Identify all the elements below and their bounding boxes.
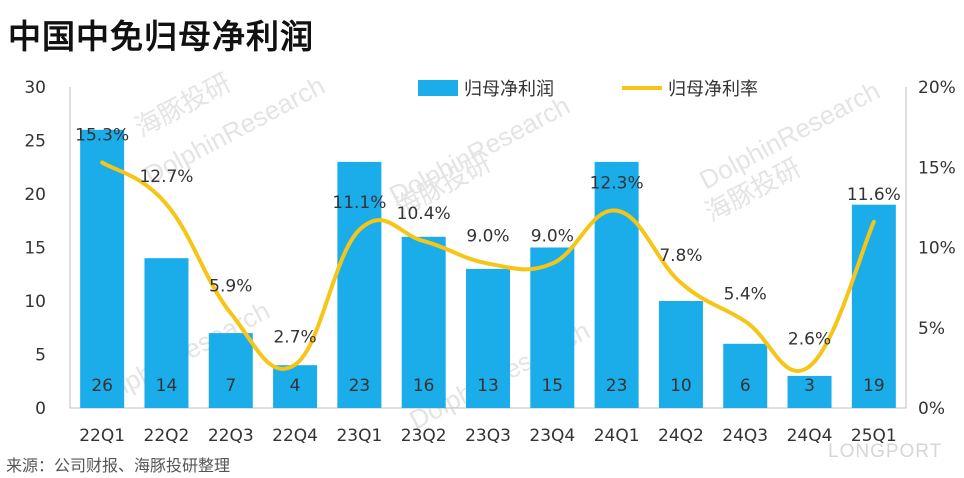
line-value-label: 7.8% [659, 246, 702, 266]
brand-logo: LONGPORT [828, 441, 943, 462]
bar-value-label: 16 [413, 376, 435, 396]
right-tick-label: 0% [918, 399, 945, 419]
bar-value-label: 6 [740, 376, 751, 396]
bar-value-label: 15 [541, 376, 563, 396]
x-tick-label: 23Q2 [401, 426, 447, 446]
bar [658, 301, 703, 408]
bar [530, 247, 575, 408]
chart-title: 中国中免归母净利润 [8, 17, 314, 56]
bar-value-label: 3 [804, 376, 815, 396]
right-tick-label: 5% [918, 319, 945, 339]
bar [851, 204, 896, 408]
line-value-label: 11.6% [847, 185, 901, 205]
x-tick-label: 23Q3 [465, 426, 511, 446]
bar [466, 268, 510, 408]
bar-value-label: 19 [863, 376, 885, 396]
line-value-label: 9.0% [466, 227, 509, 247]
x-tick-label: 23Q4 [529, 426, 575, 446]
x-tick-label: 24Q2 [658, 426, 704, 446]
bar-value-label: 23 [606, 376, 628, 396]
line-value-label: 5.4% [724, 284, 767, 304]
right-tick-label: 20% [918, 78, 956, 98]
line-value-label: 10.4% [397, 204, 451, 224]
bar [208, 333, 253, 408]
line-value-label: 12.3% [590, 174, 644, 194]
x-tick-label: 25Q1 [851, 426, 897, 446]
x-tick-label: 23Q1 [336, 426, 382, 446]
line-value-label: 12.7% [139, 167, 193, 187]
legend-line-label: 归母净利率 [668, 79, 758, 100]
line-value-label: 2.7% [273, 328, 316, 348]
line-value-label: 15.3% [75, 125, 129, 145]
bar-value-label: 4 [290, 376, 301, 396]
bar-value-label: 10 [670, 376, 692, 396]
x-tick-label: 24Q3 [722, 426, 768, 446]
bar-value-label: 13 [477, 376, 499, 396]
left-tick-label: 20 [24, 185, 46, 205]
bar [723, 343, 768, 408]
x-tick-label: 24Q1 [594, 426, 640, 446]
left-tick-label: 30 [24, 78, 46, 98]
bar [337, 161, 382, 408]
right-tick-label: 15% [918, 158, 956, 178]
bar-value-label: 26 [91, 376, 113, 396]
bar-value-label: 14 [156, 376, 178, 396]
legend-bar-swatch [418, 80, 458, 96]
x-tick-label: 22Q3 [208, 426, 254, 446]
left-tick-label: 25 [24, 132, 46, 152]
bar [273, 365, 318, 408]
source-note: 来源：公司财报、海豚投研整理 [6, 456, 231, 475]
left-tick-label: 0 [35, 399, 46, 419]
left-tick-label: 15 [24, 239, 46, 259]
left-tick-label: 5 [35, 346, 46, 366]
bar [80, 129, 125, 409]
bar-value-label: 23 [349, 376, 371, 396]
legend-bar-label: 归母净利润 [464, 79, 554, 100]
line-value-label: 2.6% [788, 329, 831, 349]
bar [401, 236, 446, 408]
x-tick-label: 24Q4 [787, 426, 833, 446]
line-value-label: 5.9% [209, 276, 252, 296]
right-tick-label: 10% [918, 239, 956, 259]
x-tick-label: 22Q4 [272, 426, 318, 446]
bar [594, 161, 639, 408]
x-tick-label: 22Q1 [79, 426, 125, 446]
net-margin-line [100, 160, 876, 373]
x-tick-label: 22Q2 [144, 426, 190, 446]
bar [787, 375, 832, 408]
line-value-label: 9.0% [531, 227, 574, 247]
bar [144, 258, 189, 408]
bar-value-label: 7 [225, 376, 236, 396]
line-value-label: 11.1% [332, 193, 386, 213]
left-tick-label: 10 [24, 292, 46, 312]
